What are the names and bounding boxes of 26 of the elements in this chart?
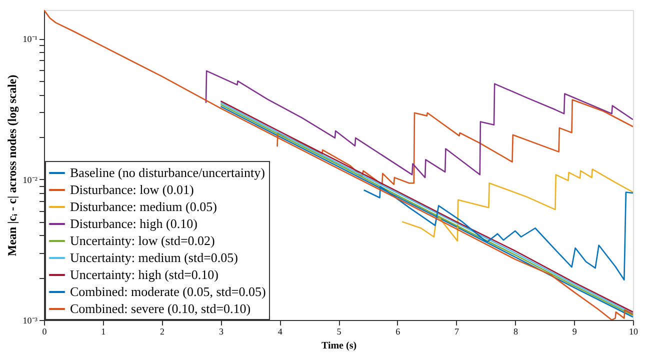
x-tick-label: 0 [42, 326, 48, 336]
x-tick-label: 2 [160, 326, 165, 336]
x-tick-label: 7 [454, 326, 460, 336]
legend-label: Uncertainty: low (std=0.02) [70, 233, 215, 248]
x-tick-label: 3 [218, 326, 224, 336]
legend-label: Disturbance: low (0.01) [70, 182, 194, 197]
legend-label: Disturbance: medium (0.05) [70, 199, 217, 214]
x-tick-label: 4 [278, 326, 283, 336]
legend-label: Combined: moderate (0.05, std=0.05) [70, 284, 266, 299]
legend-label: Baseline (no disturbance/uncertainty) [70, 165, 265, 180]
x-tick-label: 1 [101, 326, 106, 336]
x-tick-label: 10 [629, 326, 638, 336]
x-tick-label: 6 [396, 326, 401, 336]
y-axis-title: Mean |cᵢ - c| across nodes (log scale) [4, 74, 19, 256]
y-tick-label: 10⁻³ [22, 316, 38, 326]
x-tick-label: 9 [572, 326, 578, 336]
x-tick-label: 5 [336, 326, 342, 336]
legend-label: Uncertainty: high (std=0.10) [70, 267, 218, 282]
legend-label: Combined: severe (0.10, std=0.10) [70, 301, 251, 316]
legend-label: Uncertainty: medium (std=0.05) [70, 250, 238, 265]
y-tick-label: 10⁻² [22, 174, 38, 185]
x-axis-title: Time (s) [321, 340, 357, 352]
legend-label: Disturbance: high (0.10) [70, 216, 198, 231]
x-tick-label: 8 [513, 326, 518, 336]
y-tick-label: 10⁻¹ [22, 34, 38, 44]
line-series [401, 168, 633, 242]
